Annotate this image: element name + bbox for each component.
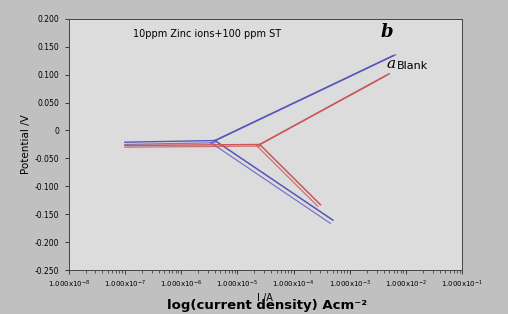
- Text: a: a: [387, 57, 396, 71]
- Text: b: b: [380, 23, 393, 41]
- Text: log(current density) Acm⁻²: log(current density) Acm⁻²: [167, 300, 367, 312]
- Text: Blank: Blank: [397, 61, 429, 71]
- Text: 10ppm Zinc ions+100 ppm ST: 10ppm Zinc ions+100 ppm ST: [133, 29, 281, 39]
- Y-axis label: Potential /V: Potential /V: [21, 115, 31, 174]
- X-axis label: I /A: I /A: [258, 293, 273, 303]
